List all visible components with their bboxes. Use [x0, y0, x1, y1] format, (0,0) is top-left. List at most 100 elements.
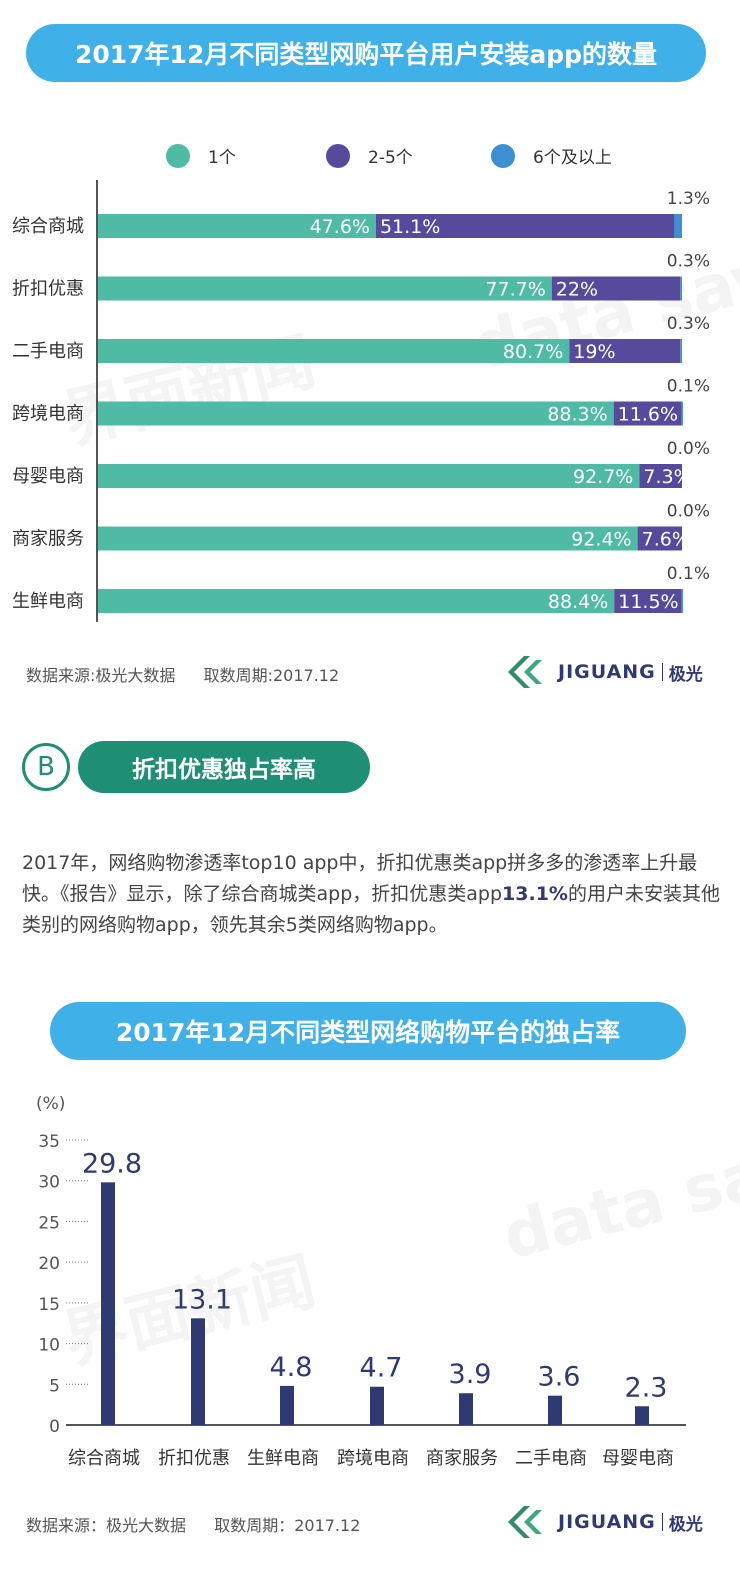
- data-label: 22%: [556, 279, 598, 301]
- data-label: 88.3%: [547, 404, 607, 426]
- data-label: 13.1: [172, 1284, 232, 1315]
- chart2-period-text: 取数周期：2017.12: [214, 1516, 361, 1535]
- chart1-source-text: 数据来源:极光大数据: [26, 666, 176, 685]
- logo-cn: 极光: [668, 1514, 703, 1535]
- chart2-unit-label: (%): [36, 1094, 66, 1114]
- bar-segment: [569, 339, 681, 363]
- data-label: 77.7%: [485, 279, 545, 301]
- data-label: 3.6: [538, 1362, 581, 1393]
- legend-swatch: [491, 143, 515, 168]
- bar-segment: [639, 464, 682, 488]
- bar-segment: [681, 401, 683, 426]
- bar-segment: [98, 401, 614, 426]
- y-tick-label: 30: [38, 1173, 60, 1193]
- chart1-source: 数据来源:极光大数据 取数周期:2017.12: [26, 662, 339, 686]
- section-title: 折扣优惠独占率高: [132, 757, 316, 783]
- x-tick-label: 折扣优惠: [158, 1448, 230, 1469]
- bar-segment: [98, 589, 615, 613]
- data-label: 51.1%: [380, 216, 440, 238]
- legend-swatch: [326, 143, 350, 168]
- category-label: 综合商城: [12, 216, 84, 237]
- bar-segment: [614, 589, 682, 613]
- y-tick-label: 15: [38, 1295, 60, 1315]
- bar-segment: [637, 526, 682, 551]
- logo-separator: [661, 1513, 663, 1531]
- bar-segment: [98, 339, 570, 363]
- bar-segment: [98, 276, 552, 301]
- bar: [191, 1318, 205, 1425]
- jiguang-logo-icon: [508, 1506, 542, 1538]
- bar: [548, 1395, 562, 1425]
- data-label: 4.8: [270, 1352, 313, 1383]
- data-label: 7.3%: [643, 466, 691, 488]
- legend-label: 1个: [208, 148, 236, 168]
- data-label: 0.1%: [667, 377, 710, 397]
- data-label: 0.0%: [667, 439, 710, 459]
- logo-separator: [661, 663, 663, 681]
- data-label: 0.3%: [667, 252, 710, 272]
- chart2-bar: 0 5 10 15 20 25 30 35 29.8 综合商城 13.1 折扣优惠 4.8 生鲜电商 4.7…: [38, 1132, 686, 1469]
- y-tick-label: 35: [38, 1132, 60, 1152]
- chart1-title: 2017年12月不同类型网购平台用户安装app的数量: [74, 40, 658, 69]
- legend-item-2: 2-5个: [326, 143, 413, 168]
- y-tick-label: 20: [38, 1254, 60, 1274]
- bar-segment: [681, 589, 683, 613]
- x-tick-label: 母婴电商: [602, 1448, 674, 1469]
- category-label: 商家服务: [12, 529, 84, 550]
- bar-segment: [98, 214, 376, 238]
- bar: [635, 1406, 649, 1425]
- chart2-source: 数据来源：极光大数据 取数周期：2017.12: [26, 1512, 360, 1536]
- x-tick-label: 跨境电商: [337, 1448, 409, 1469]
- bar-segment: [98, 464, 640, 488]
- data-label: 47.6%: [310, 216, 370, 238]
- logo-cn: 极光: [668, 664, 703, 685]
- category-label: 二手电商: [12, 341, 84, 362]
- jiguang-logo: JIGUANG 极光: [504, 652, 703, 692]
- y-tick-label: 5: [49, 1376, 60, 1396]
- data-label: 3.9: [449, 1359, 492, 1390]
- data-label: 2.3: [625, 1372, 668, 1403]
- bar-segment: [680, 276, 682, 301]
- legend-label: 6个及以上: [533, 148, 612, 168]
- x-tick-label: 综合商城: [68, 1448, 140, 1469]
- legend-item-1: 1个: [166, 143, 236, 168]
- data-label: 19%: [573, 341, 615, 363]
- bar-segment: [375, 214, 675, 238]
- chart2-title: 2017年12月不同类型网络购物平台的独占率: [115, 1018, 621, 1047]
- para-text-1: 2017年，网络购物渗透率top10 app中，折扣优惠类app拼多多的渗透率上…: [22, 852, 698, 905]
- chart1-title-banner: 2017年12月不同类型网购平台用户安装app的数量: [26, 24, 706, 82]
- jiguang-logo-icon: [508, 656, 542, 688]
- bar: [101, 1182, 115, 1425]
- data-label: 7.6%: [642, 529, 690, 551]
- data-label: 0.3%: [667, 314, 710, 334]
- chart2-source-text: 数据来源：极光大数据: [26, 1516, 187, 1535]
- logo-word: JIGUANG: [558, 661, 656, 683]
- bar: [370, 1386, 384, 1425]
- category-label: 跨境电商: [12, 404, 84, 425]
- bar: [459, 1393, 473, 1425]
- category-label: 折扣优惠: [12, 279, 84, 300]
- chart1-legend: 1个 2-5个 6个及以上: [0, 143, 740, 173]
- y-tick-label: 25: [38, 1213, 60, 1233]
- bar-segment: [674, 214, 682, 238]
- data-label: 29.8: [82, 1148, 142, 1179]
- data-label: 88.4%: [548, 591, 608, 613]
- para-text-2: 的用户未安装其他类别的网络购物app，领先其余5类网络购物app。: [22, 883, 720, 936]
- bar-segment: [680, 339, 682, 363]
- data-label: 80.7%: [503, 341, 563, 363]
- section-b-heading: B 折扣优惠独占率高: [22, 741, 370, 793]
- data-label: 11.5%: [618, 591, 678, 613]
- para-highlight: 13.1%: [502, 883, 568, 905]
- legend-item-3: 6个及以上: [491, 143, 612, 168]
- section-letter-badge: B: [22, 743, 70, 791]
- bar: [280, 1385, 294, 1425]
- x-tick-label: 生鲜电商: [247, 1448, 319, 1469]
- data-label: 1.3%: [667, 189, 710, 209]
- logo-word: JIGUANG: [558, 1511, 656, 1533]
- category-label: 母婴电商: [12, 466, 84, 487]
- chart1-stacked-bar: 综合商城 47.6% 51.1% 1.3% 折扣优惠 77.7% 22% 0.3% 二手电商 80…: [12, 180, 710, 622]
- data-label: 0.0%: [667, 502, 710, 522]
- y-tick-label: 10: [38, 1336, 60, 1356]
- jiguang-logo: JIGUANG 极光: [504, 1502, 703, 1542]
- x-tick-label: 商家服务: [426, 1448, 498, 1469]
